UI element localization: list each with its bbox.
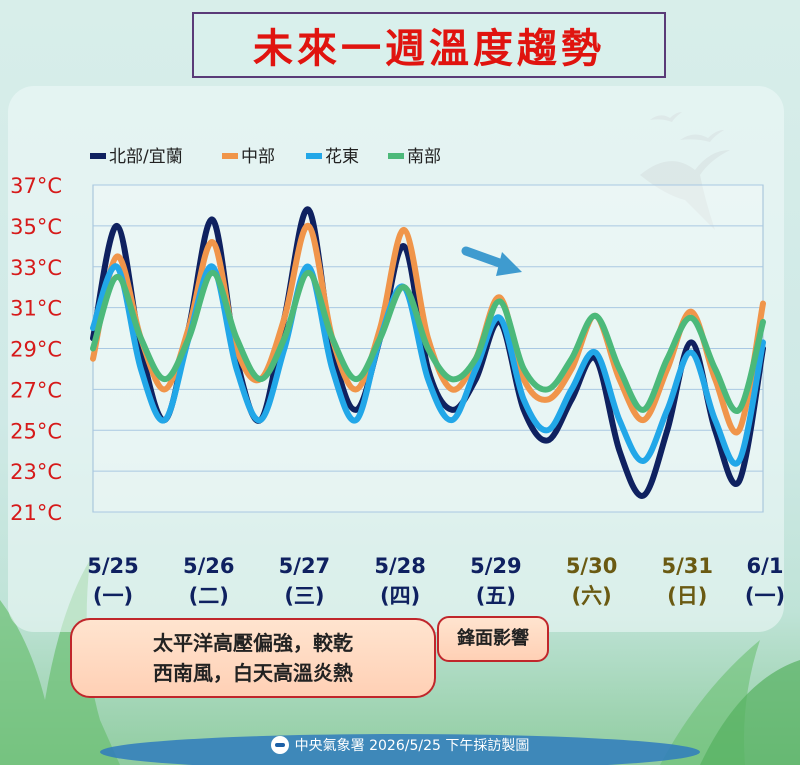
page-title: 未來一週溫度趨勢 <box>253 26 605 72</box>
x-tick-weekday: (日) <box>667 584 707 608</box>
series-lines <box>90 206 766 499</box>
footer: 中央氣象署 2026/5/25 下午採訪製圖 <box>0 735 800 755</box>
y-tick-label: 23°C <box>10 460 62 484</box>
x-tick-weekday: (二) <box>189 584 229 608</box>
water-decoration <box>100 734 700 765</box>
x-tick-weekday: (五) <box>476 584 516 608</box>
y-tick-label: 35°C <box>10 215 62 239</box>
legend-swatch <box>306 153 322 159</box>
x-tick-weekday: (三) <box>284 584 324 608</box>
x-tick-weekday: (四) <box>380 584 420 608</box>
x-tick-date: 5/29 <box>470 554 522 578</box>
y-tick-labels: 21°C 23°C 25°C 27°C 29°C 31°C 33°C 35°C 37°C <box>10 174 62 525</box>
note-pacific-high: 太平洋高壓偏強，較乾 西南風，白天高溫炎熱 <box>70 618 436 698</box>
y-tick-label: 33°C <box>10 256 62 280</box>
trend-arrow <box>461 246 522 276</box>
legend-swatch <box>388 153 404 159</box>
note-line: 鋒面影響 <box>457 628 529 649</box>
x-tick-date: 5/28 <box>374 554 426 578</box>
note-line: 太平洋高壓偏強，較乾 <box>153 631 353 655</box>
x-tick-date: 5/31 <box>662 554 714 578</box>
y-tick-label: 31°C <box>10 297 62 321</box>
x-tick-labels: 5/25 (一) 5/26 (二) 5/27 (三) 5/28 (四) 5/29 (五) 5/30 (… <box>87 554 785 608</box>
cwa-logo-icon <box>270 736 289 754</box>
y-tick-label: 29°C <box>10 338 62 362</box>
legend-label: 中部 <box>241 147 275 167</box>
series-line-1 <box>90 222 766 436</box>
note-front: 鋒面影響 <box>437 616 549 662</box>
y-tick-label: 27°C <box>10 378 62 402</box>
y-tick-label: 21°C <box>10 501 62 525</box>
legend: 北部/宜蘭 中部 花東 南部 <box>90 147 441 167</box>
x-tick-date: 5/26 <box>183 554 235 578</box>
grass-decoration <box>700 660 800 765</box>
title-box: 未來一週溫度趨勢 <box>192 12 666 78</box>
x-tick-date: 6/1 <box>747 554 784 578</box>
x-tick-weekday: (六) <box>571 584 611 608</box>
series-line-3 <box>90 269 766 414</box>
legend-label: 花東 <box>325 147 359 167</box>
legend-label: 南部 <box>407 147 441 167</box>
x-tick-weekday: (一) <box>745 584 785 608</box>
legend-swatch <box>222 153 238 159</box>
note-line: 西南風，白天高溫炎熱 <box>153 661 353 685</box>
y-tick-label: 25°C <box>10 419 62 443</box>
legend-swatch <box>90 153 106 159</box>
x-tick-date: 5/30 <box>566 554 618 578</box>
x-tick-date: 5/27 <box>279 554 331 578</box>
x-tick-weekday: (一) <box>93 584 133 608</box>
legend-label: 北部/宜蘭 <box>109 147 183 167</box>
x-tick-date: 5/25 <box>87 554 139 578</box>
footer-credit: 中央氣象署 2026/5/25 下午採訪製圖 <box>294 738 530 754</box>
grass-decoration <box>0 560 120 765</box>
y-tick-label: 37°C <box>10 174 62 198</box>
